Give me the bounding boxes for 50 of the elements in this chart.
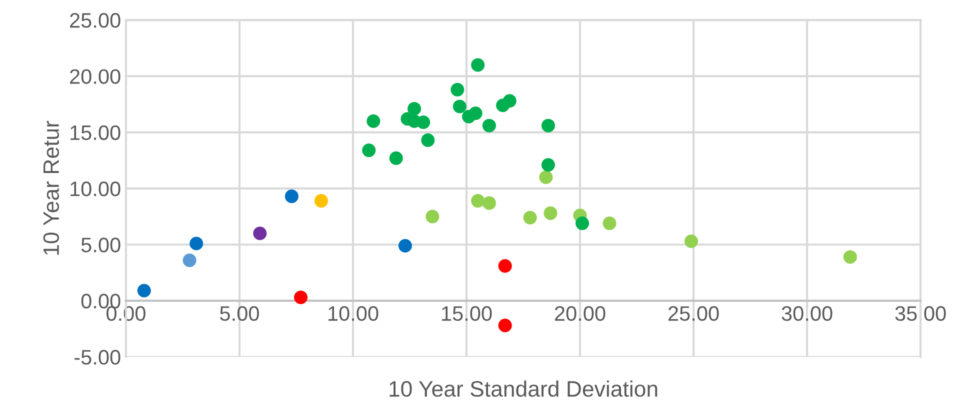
x-tick-label: 20.00 xyxy=(555,306,606,321)
point xyxy=(366,114,380,128)
point xyxy=(539,170,553,184)
point xyxy=(416,115,430,129)
y-tick-label: 25.00 xyxy=(70,13,120,28)
point xyxy=(523,210,537,224)
point xyxy=(294,290,308,304)
point xyxy=(284,190,298,204)
x-tick-label: 35.00 xyxy=(895,306,946,321)
point xyxy=(398,238,412,252)
point xyxy=(502,94,516,108)
point xyxy=(498,259,512,273)
point xyxy=(468,106,482,120)
point xyxy=(450,82,464,96)
x-tick-label: 15.00 xyxy=(442,306,492,321)
point xyxy=(498,318,512,332)
y-tick-label: -5.00 xyxy=(74,350,120,365)
y-tick-label: 10.00 xyxy=(70,181,120,196)
point xyxy=(541,118,555,132)
point xyxy=(362,144,376,158)
x-tick-label: 5.00 xyxy=(220,306,259,321)
x-axis-title: 10 Year Standard Deviation xyxy=(390,380,658,397)
point xyxy=(190,236,204,250)
y-tick-label: 15.00 xyxy=(70,125,120,140)
point xyxy=(408,102,422,116)
y-axis-title: 10 Year Retur xyxy=(43,120,60,255)
point xyxy=(471,58,485,72)
point xyxy=(576,216,590,230)
point xyxy=(182,254,196,268)
point xyxy=(482,118,496,132)
point xyxy=(843,250,857,264)
point xyxy=(471,194,485,208)
point xyxy=(544,206,558,220)
y-tick-label: 20.00 xyxy=(70,69,120,84)
point xyxy=(253,226,267,240)
point xyxy=(602,216,616,230)
y-tick-label: 0.00 xyxy=(81,294,120,309)
point xyxy=(389,151,403,165)
x-tick-label: 10.00 xyxy=(328,306,378,321)
point xyxy=(541,158,555,172)
point xyxy=(421,133,435,147)
y-tick-label: 5.00 xyxy=(81,238,120,252)
point xyxy=(684,234,698,248)
point xyxy=(426,210,440,224)
point xyxy=(482,196,496,210)
x-tick-label: 30.00 xyxy=(782,306,832,321)
point xyxy=(137,284,151,298)
x-tick-label: 25.00 xyxy=(668,306,719,321)
point xyxy=(314,194,328,208)
point xyxy=(452,100,466,114)
